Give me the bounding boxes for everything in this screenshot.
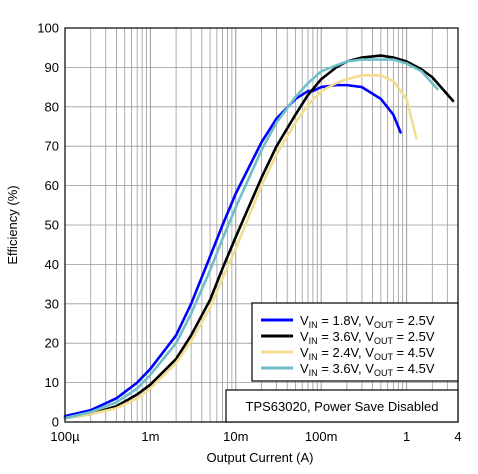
y-tick-label: 0 [52,415,59,430]
series-line-2 [63,54,455,420]
annotation-box: TPS63020, Power Save Disabled [225,389,459,423]
x-tick-label: 4 [454,429,461,444]
x-tick-label: 100m [305,429,338,444]
series-lines [63,54,455,420]
y-axis-ticks: 0 10 20 30 40 50 60 70 80 90 100 [37,21,59,430]
series-line-3 [63,73,418,420]
y-tick-label: 20 [45,336,59,351]
y-tick-label: 100 [37,21,59,36]
y-tick-label: 50 [45,218,59,233]
legend-label: VIN = 1.8V, VOUT = 2.5V [300,313,435,330]
legend-label: VIN = 2.4V, VOUT = 4.5V [300,345,435,362]
y-axis-title: Efficiency (%) [5,185,20,264]
y-tick-label: 70 [45,139,59,154]
legend-label: VIN = 3.6V, VOUT = 4.5V [300,361,435,378]
annotation-text: TPS63020, Power Save Disabled [246,399,439,414]
series-line-1 [63,83,402,418]
y-tick-label: 40 [45,257,59,272]
legend-label: VIN = 3.6V, VOUT = 2.5V [300,329,435,346]
x-tick-label: 1 [403,429,410,444]
x-axis-ticks: 100µ 1m 10m 100m 1 4 [50,429,461,444]
annotation-frame [225,389,459,423]
y-tick-label: 30 [45,296,59,311]
y-tick-label: 80 [45,99,59,114]
y-tick-label: 90 [45,60,59,75]
x-axis-title: Output Current (A) [207,450,314,465]
x-tick-label: 10m [223,429,248,444]
y-tick-label: 60 [45,178,59,193]
x-tick-label: 100µ [50,429,80,444]
x-tick-label: 1m [141,429,159,444]
series-line-4 [63,58,439,420]
y-tick-label: 10 [45,375,59,390]
